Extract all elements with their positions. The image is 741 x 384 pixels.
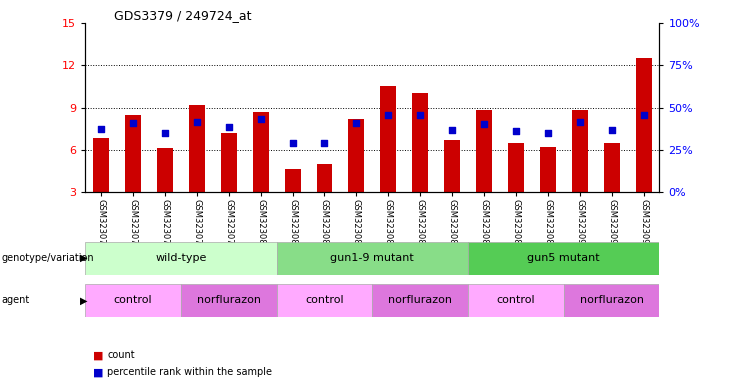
Bar [276, 284, 372, 317]
Bar [372, 284, 468, 317]
Text: gun1-9 mutant: gun1-9 mutant [330, 253, 414, 263]
Point [159, 130, 171, 136]
Text: control: control [305, 295, 344, 306]
Text: ▶: ▶ [80, 295, 87, 306]
Text: control: control [496, 295, 535, 306]
Point [542, 130, 554, 136]
Bar [189, 105, 205, 192]
Bar [636, 58, 651, 192]
Bar [468, 242, 659, 275]
Text: norflurazon: norflurazon [197, 295, 261, 306]
Point [637, 111, 649, 118]
Text: ■: ■ [93, 367, 103, 377]
Point [96, 126, 107, 132]
Text: ■: ■ [93, 350, 103, 360]
Point [382, 111, 394, 118]
Bar [604, 143, 619, 192]
Bar [540, 147, 556, 192]
Point [574, 119, 585, 125]
Text: wild-type: wild-type [156, 253, 207, 263]
Point [255, 116, 267, 122]
Point [350, 120, 362, 126]
Text: percentile rank within the sample: percentile rank within the sample [107, 367, 273, 377]
Text: ▶: ▶ [80, 253, 87, 263]
Text: norflurazon: norflurazon [388, 295, 452, 306]
Text: genotype/variation: genotype/variation [1, 253, 94, 263]
Bar [412, 93, 428, 192]
Text: GDS3379 / 249724_at: GDS3379 / 249724_at [114, 9, 251, 22]
Bar [276, 242, 468, 275]
Bar [93, 139, 109, 192]
Bar [564, 284, 659, 317]
Bar [285, 169, 301, 192]
Bar [125, 114, 141, 192]
Point [223, 124, 235, 130]
Point [319, 140, 330, 146]
Point [605, 127, 617, 133]
Text: count: count [107, 350, 135, 360]
Point [510, 128, 522, 134]
Bar [157, 148, 173, 192]
Bar [444, 140, 460, 192]
Point [414, 111, 426, 118]
Text: gun5 mutant: gun5 mutant [528, 253, 600, 263]
Point [478, 121, 490, 127]
Bar [221, 133, 237, 192]
Bar [181, 284, 276, 317]
Bar [468, 284, 564, 317]
Bar [508, 143, 524, 192]
Bar [572, 110, 588, 192]
Text: norflurazon: norflurazon [579, 295, 644, 306]
Bar [85, 284, 181, 317]
Bar [380, 86, 396, 192]
Text: control: control [114, 295, 153, 306]
Point [287, 140, 299, 146]
Bar [348, 119, 365, 192]
Point [446, 127, 458, 133]
Point [191, 119, 203, 125]
Text: agent: agent [1, 295, 30, 306]
Bar [316, 164, 333, 192]
Bar [85, 242, 276, 275]
Bar [476, 110, 492, 192]
Point [127, 120, 139, 126]
Bar [253, 112, 269, 192]
